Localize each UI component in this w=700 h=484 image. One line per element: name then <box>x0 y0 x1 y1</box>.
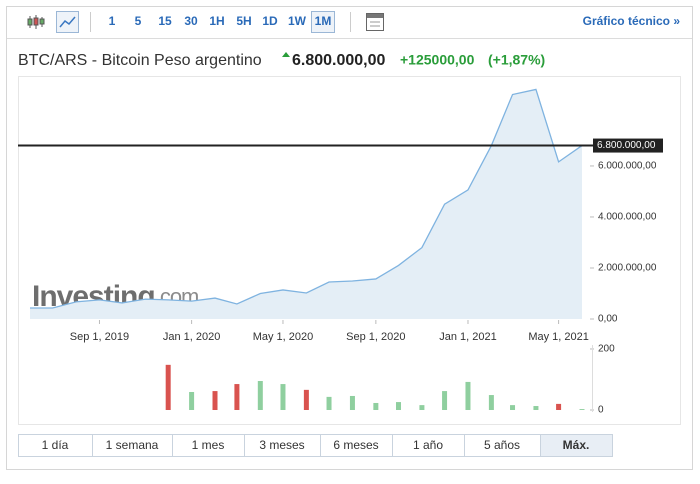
x-tick-label: Jan 1, 2021 <box>439 331 497 343</box>
frame <box>6 6 693 470</box>
y-tick-label: 4.000.000,00 <box>598 212 657 223</box>
interval-button[interactable]: 1D <box>262 14 278 28</box>
volume-bar <box>189 391 195 410</box>
volume-bar <box>419 405 425 410</box>
volume-bar <box>212 391 218 410</box>
range-button[interactable] <box>540 434 613 457</box>
volume-bar <box>533 406 539 410</box>
interval-button[interactable]: 1M <box>315 14 332 28</box>
x-tick-label: May 1, 2020 <box>253 331 314 343</box>
x-tick-label: Jan 1, 2020 <box>163 331 221 343</box>
volume-bar <box>579 409 585 410</box>
volume-bar <box>396 402 402 410</box>
up-arrow <box>282 52 290 57</box>
range-label[interactable]: 1 día <box>42 438 69 452</box>
interval-button[interactable]: 5H <box>236 14 251 28</box>
volume-bar <box>165 364 171 410</box>
volume-bar <box>303 389 309 410</box>
interval-button[interactable]: 30 <box>184 14 198 28</box>
x-tick-label: Sep 1, 2020 <box>346 331 405 343</box>
interval-button[interactable]: 1 <box>109 14 116 28</box>
range-label[interactable]: 3 meses <box>259 438 304 452</box>
technical-link[interactable]: Gráfico técnico » <box>583 14 681 28</box>
volume-bar <box>488 395 494 410</box>
volume-bar <box>349 395 355 410</box>
volume-bar <box>280 384 286 410</box>
calendar-icon[interactable] <box>366 13 384 31</box>
price: 6.800.000,00 <box>292 52 386 69</box>
interval-button[interactable]: 1H <box>209 14 224 28</box>
x-tick-label: Sep 1, 2019 <box>70 331 129 343</box>
volume-tick-label: 0 <box>598 405 604 416</box>
interval-button[interactable]: 1W <box>288 14 307 28</box>
y-tick-label: 2.000.000,00 <box>598 263 657 274</box>
chart-frame <box>18 76 681 425</box>
instrument-title: BTC/ARS - Bitcoin Peso argentino <box>18 52 262 69</box>
volume-bar <box>556 403 562 410</box>
range-label[interactable]: 6 meses <box>333 438 378 452</box>
candle-icon[interactable] <box>27 15 45 29</box>
volume-tick-label: 200 <box>598 344 615 355</box>
volume-bar <box>442 391 448 410</box>
y-tick-label: 6.000.000,00 <box>598 161 657 172</box>
current-price-label: 6.800.000,00 <box>597 140 656 151</box>
line-icon[interactable] <box>56 11 79 33</box>
range-label[interactable]: Máx. <box>563 438 590 452</box>
volume-bar <box>510 405 516 410</box>
interval-active <box>311 11 335 33</box>
interval-button[interactable]: 5 <box>135 14 142 28</box>
volume-bar <box>234 384 240 410</box>
change-percent: (+1,87%) <box>488 52 545 68</box>
change: +125000,00 <box>400 52 475 68</box>
y-tick-label: 0,00 <box>598 314 618 325</box>
volume-bar <box>373 402 379 410</box>
volume-bar <box>257 381 263 410</box>
range-label[interactable]: 1 semana <box>106 438 159 452</box>
range-label[interactable]: 1 año <box>413 438 443 452</box>
interval-button[interactable]: 15 <box>158 14 172 28</box>
x-tick-label: May 1, 2021 <box>528 331 589 343</box>
current-price-box <box>593 138 663 153</box>
volume-bar <box>326 396 332 410</box>
range-label[interactable]: 1 mes <box>192 438 225 452</box>
volume-bar <box>465 381 471 410</box>
area-fill <box>30 89 582 320</box>
range-label[interactable]: 5 años <box>484 438 520 452</box>
